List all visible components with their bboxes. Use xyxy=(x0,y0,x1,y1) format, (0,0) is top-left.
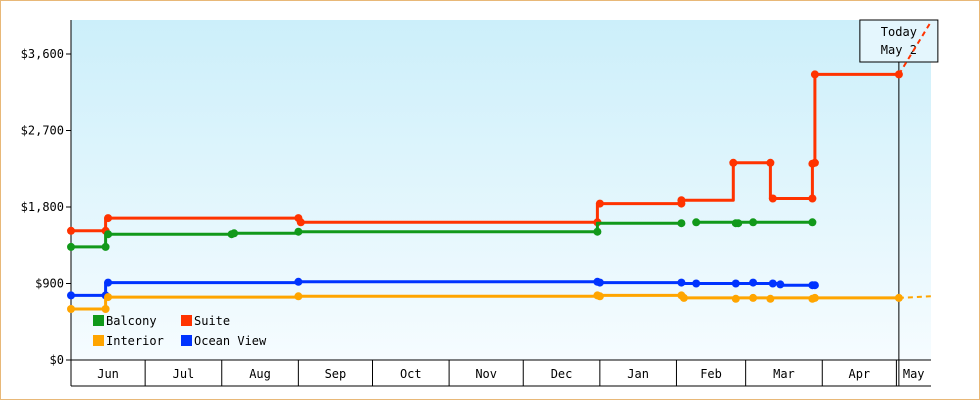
x-axis: Jun Jul Aug Sep Oct Nov Dec Jan Feb Mar Apr May xyxy=(71,359,931,387)
data-point-suite[interactable] xyxy=(766,158,775,167)
data-point-balcony[interactable] xyxy=(593,227,602,236)
data-point-interior[interactable] xyxy=(731,294,740,303)
data-point-suite[interactable] xyxy=(768,194,777,203)
legend-item-ocean-view: Ocean View xyxy=(181,334,267,348)
data-point-suite[interactable] xyxy=(67,226,75,235)
y-tick-label: $0 xyxy=(50,353,64,367)
data-point-suite[interactable] xyxy=(595,199,604,208)
series-line-balcony xyxy=(71,221,682,249)
series-layer xyxy=(67,21,932,313)
x-tick-label: Mar xyxy=(773,367,795,381)
x-tick-label: Feb xyxy=(700,367,722,381)
legend-label: Balcony xyxy=(106,314,157,328)
legend-label: Suite xyxy=(194,314,230,328)
x-tick-label: May xyxy=(903,367,925,381)
x-tick-label: Oct xyxy=(400,367,422,381)
y-tick-label: $900 xyxy=(35,277,64,291)
data-point-suite[interactable] xyxy=(729,158,738,167)
data-point-interior[interactable] xyxy=(67,305,75,313)
legend-swatch xyxy=(93,315,104,326)
legend-item-suite: Suite xyxy=(181,314,230,328)
data-point-interior[interactable] xyxy=(894,293,903,302)
data-point-interior[interactable] xyxy=(595,292,604,301)
data-point-ocean-view[interactable] xyxy=(810,281,819,290)
data-point-interior[interactable] xyxy=(294,292,303,301)
series-interior xyxy=(67,291,932,313)
series-ocean-view xyxy=(67,277,819,300)
data-point-balcony[interactable] xyxy=(104,230,113,239)
legend-item-interior: Interior xyxy=(93,334,164,348)
data-point-balcony[interactable] xyxy=(734,219,743,228)
data-point-ocean-view[interactable] xyxy=(768,279,777,288)
data-point-ocean-view[interactable] xyxy=(104,278,113,287)
data-point-interior[interactable] xyxy=(810,293,819,302)
data-point-balcony[interactable] xyxy=(808,218,817,227)
x-tick-label: Dec xyxy=(551,367,573,381)
legend-swatch xyxy=(93,335,104,346)
data-point-interior[interactable] xyxy=(766,294,775,303)
legend-swatch xyxy=(181,335,192,346)
series-balcony xyxy=(67,218,817,251)
data-point-suite[interactable] xyxy=(296,218,305,227)
y-axis: $0 $900 $1,800 $2,700 $3,600 xyxy=(21,20,72,386)
data-point-suite[interactable] xyxy=(104,214,113,223)
plot-area xyxy=(71,20,931,360)
data-point-ocean-view[interactable] xyxy=(776,280,785,289)
data-point-ocean-view[interactable] xyxy=(67,291,75,300)
x-tick-label: Jan xyxy=(627,367,649,381)
data-point-interior[interactable] xyxy=(749,293,758,302)
legend-item-balcony: Balcony xyxy=(93,314,157,328)
x-tick-label: Aug xyxy=(249,367,271,381)
x-tick-label: Jun xyxy=(97,367,119,381)
x-tick-label: Nov xyxy=(475,367,497,381)
data-point-balcony[interactable] xyxy=(230,229,239,238)
data-point-ocean-view[interactable] xyxy=(731,279,740,288)
x-tick-label: Apr xyxy=(848,367,870,381)
data-point-suite[interactable] xyxy=(677,196,686,205)
data-point-suite[interactable] xyxy=(810,158,819,167)
data-point-ocean-view[interactable] xyxy=(294,277,303,286)
legend: Balcony Suite Interior Ocean View xyxy=(93,314,267,348)
data-point-balcony[interactable] xyxy=(294,227,303,236)
data-point-balcony[interactable] xyxy=(749,218,758,227)
data-point-suite[interactable] xyxy=(810,70,819,79)
series-suite xyxy=(67,21,932,235)
data-point-ocean-view[interactable] xyxy=(677,278,686,287)
data-point-interior[interactable] xyxy=(104,293,113,302)
data-point-ocean-view[interactable] xyxy=(595,278,604,287)
y-tick-label: $3,600 xyxy=(21,47,64,61)
x-tick-label: Jul xyxy=(173,367,195,381)
today-marker: Today May 2 xyxy=(859,19,939,386)
data-point-balcony[interactable] xyxy=(692,218,701,227)
x-tick-label: Sep xyxy=(325,367,347,381)
data-point-suite[interactable] xyxy=(808,194,817,203)
today-date: May 2 xyxy=(881,43,917,57)
today-box xyxy=(859,19,939,63)
data-point-ocean-view[interactable] xyxy=(692,279,701,288)
data-point-suite[interactable] xyxy=(894,70,903,79)
legend-label: Ocean View xyxy=(194,334,267,348)
legend-label: Interior xyxy=(106,334,164,348)
legend-swatch xyxy=(181,315,192,326)
data-point-interior[interactable] xyxy=(101,305,110,313)
today-label: Today xyxy=(881,25,917,39)
data-point-interior[interactable] xyxy=(679,293,688,302)
data-point-ocean-view[interactable] xyxy=(749,278,758,287)
series-projection-suite xyxy=(898,21,932,75)
data-point-balcony[interactable] xyxy=(101,242,110,251)
data-point-balcony[interactable] xyxy=(677,219,686,228)
y-tick-label: $1,800 xyxy=(21,200,64,214)
y-tick-label: $2,700 xyxy=(21,124,64,138)
data-point-balcony[interactable] xyxy=(67,242,75,251)
